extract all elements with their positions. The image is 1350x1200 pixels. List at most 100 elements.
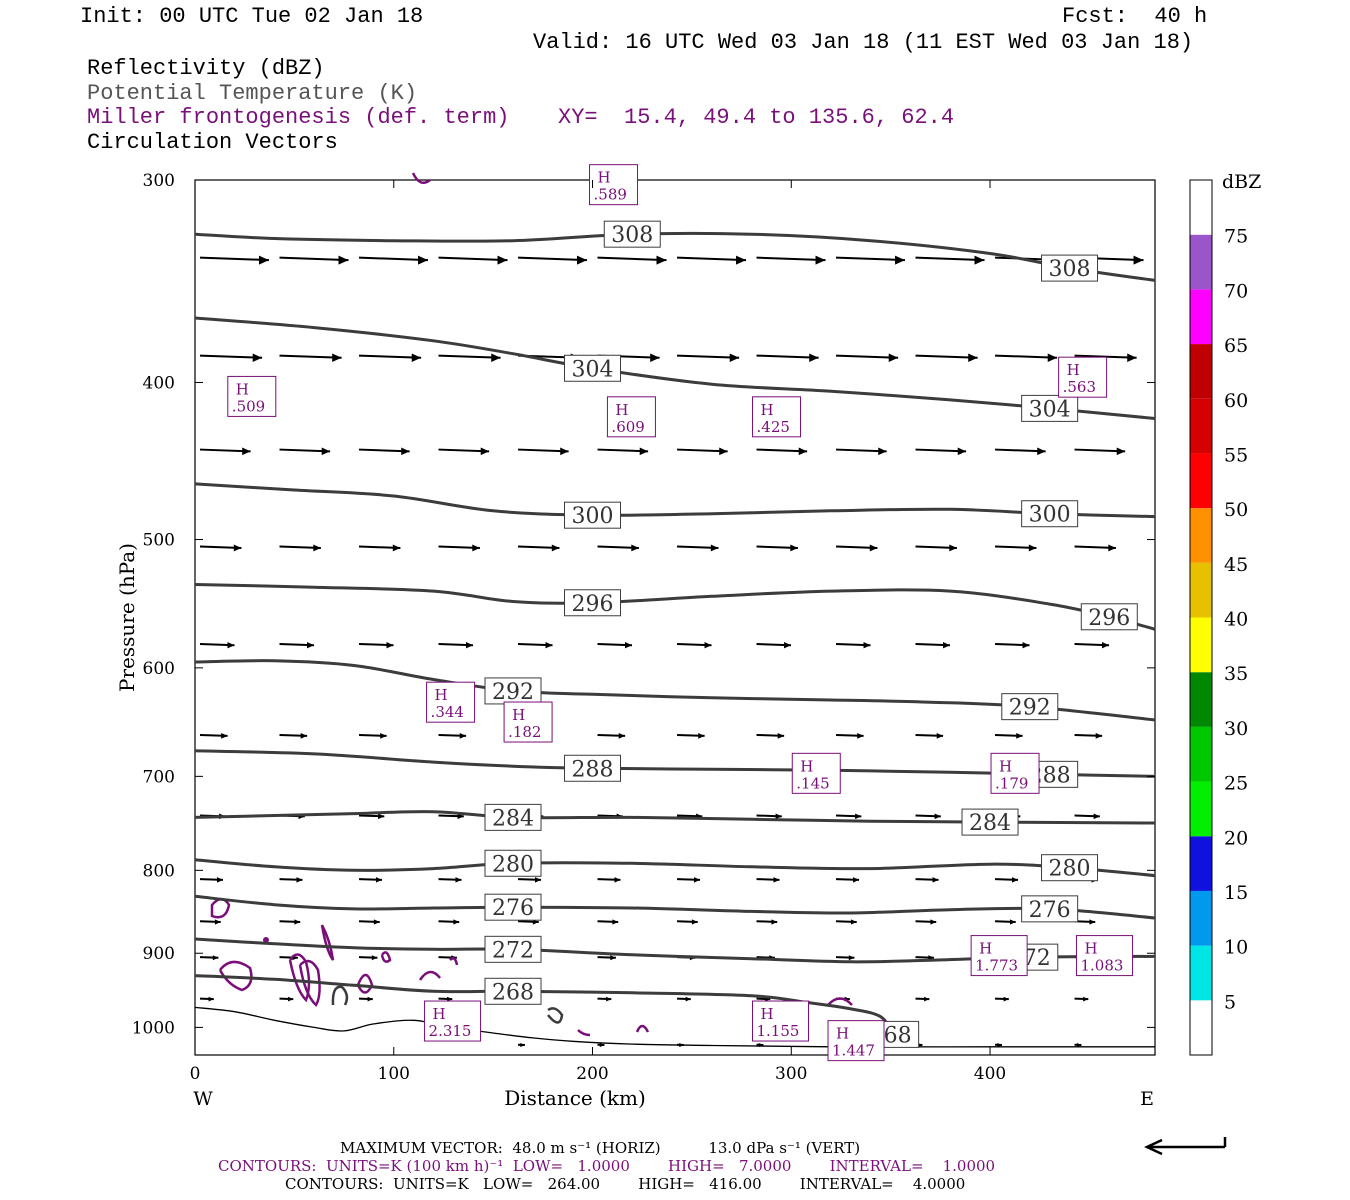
colorbar-segment [1190,562,1212,618]
circulation-vector [199,255,270,265]
y-tick-label: 800 [143,861,175,881]
y-tick-label: 1000 [132,1018,175,1038]
x-tick-label: 200 [576,1064,608,1084]
fronto-contour [320,924,335,961]
svg-text:.609: .609 [611,418,644,436]
circulation-vector [676,544,719,552]
circulation-vectors [199,255,1144,1048]
fronto-max-label: H.145 [791,752,841,794]
colorbar-tick-label: 40 [1224,609,1248,631]
fronto-contour [298,959,321,1007]
svg-text:.425: .425 [757,418,790,436]
colorbar-tick-label: 55 [1224,444,1248,466]
field-theta: Potential Temperature (K) [87,81,418,106]
colorbar-segment [1190,945,1212,1001]
reflectivity-contours [331,985,564,1024]
theta-label: 296 [1080,603,1138,631]
circulation-vector [358,877,383,883]
svg-text:H: H [761,401,774,419]
circulation-vector [676,255,747,265]
colorbar-tick-label: 10 [1224,937,1248,959]
circulation-vector [1074,544,1116,552]
theta-label: 296 [564,589,622,617]
fronto-contour [380,951,392,963]
circulation-vector [676,642,712,649]
y-tick-label: 500 [143,531,175,551]
circulation-vector [835,955,855,961]
circulation-vector [438,544,480,552]
theta-line-284 [194,810,1156,825]
circulation-vector [597,919,619,925]
circulation-vector [358,996,373,1002]
fronto-max-label: H.589 [589,164,639,206]
fronto-max-label: H.344 [426,681,476,723]
circulation-vector [676,996,691,1002]
colorbar-segment [1190,672,1212,727]
circulation-vector [597,642,633,649]
svg-text:H: H [760,1005,773,1023]
circulation-vector [517,447,569,456]
y-tick-label: 600 [143,659,175,679]
cross-section-xy: XY= 15.4, 49.4 to 135.6, 62.4 [558,105,955,130]
circulation-vector [915,919,937,925]
theta-label: 300 [564,501,622,529]
svg-text:H: H [512,706,525,724]
svg-text:296: 296 [1088,606,1130,631]
colorbar-segment [1190,1000,1212,1055]
colorbar-tick-label: 5 [1224,991,1236,1013]
fronto-max-label: H1.155 [751,1000,809,1042]
colorbar-segment [1190,453,1212,509]
circulation-vector [279,733,308,739]
circulation-vector [1074,353,1137,362]
west-label: W [193,1088,213,1110]
circulation-vector [438,813,464,820]
svg-text:.563: .563 [1063,378,1096,396]
colorbar-segment [1190,508,1212,563]
y-tick-label: 900 [143,944,175,964]
east-label: E [1140,1088,1154,1110]
circulation-vector [597,877,621,883]
svg-text:H: H [236,380,249,398]
circulation-vector [358,955,378,961]
circulation-vector [835,877,860,883]
colorbar-tick-label: 15 [1224,882,1248,904]
theta-label: 288 [564,754,622,782]
circulation-vector [994,919,1016,925]
colorbar-segment [1190,836,1212,891]
circulation-vector [676,447,728,456]
circulation-vector [676,919,698,925]
theta-label: 280 [484,849,542,877]
circulation-vector [915,996,930,1002]
svg-text:1.083: 1.083 [1080,957,1123,975]
field-vectors: Circulation Vectors [87,130,338,155]
frontogenesis-contours [210,172,853,1037]
circulation-vector [915,877,939,883]
fronto-contour [411,172,431,185]
circulation-vector [358,813,385,820]
circulation-vector [1074,996,1089,1002]
colorbar-tick-label: 35 [1224,663,1248,685]
colorbar-tick-label: 30 [1224,718,1248,740]
field-frontogenesis: Miller frontogenesis (def. term) [87,105,510,130]
fronto-contour [827,997,853,1006]
theta-line-296 [194,583,1156,631]
svg-text:276: 276 [1029,898,1071,923]
circulation-vector [835,255,906,265]
plot-frame [194,179,1156,1056]
footer-theta-contours: CONTOURS: UNITS=K LOW= 264.00 HIGH= 416.… [285,1175,966,1193]
theta-label: 304 [1021,394,1079,422]
circulation-vector [438,353,501,362]
y-tick-label: 700 [143,767,175,787]
svg-text:276: 276 [492,896,534,921]
colorbar-tick-label: 75 [1224,226,1248,248]
terrain-line [194,1006,1155,1048]
fronto-max-label: H.563 [1058,356,1108,398]
circulation-vector [199,544,242,552]
circulation-vector [835,447,887,456]
colorbar-tick-label: 25 [1224,773,1248,795]
theta-line-268 [194,974,893,1050]
circulation-vector [438,447,490,456]
circulation-vector [358,919,380,925]
circulation-vector [915,447,967,456]
